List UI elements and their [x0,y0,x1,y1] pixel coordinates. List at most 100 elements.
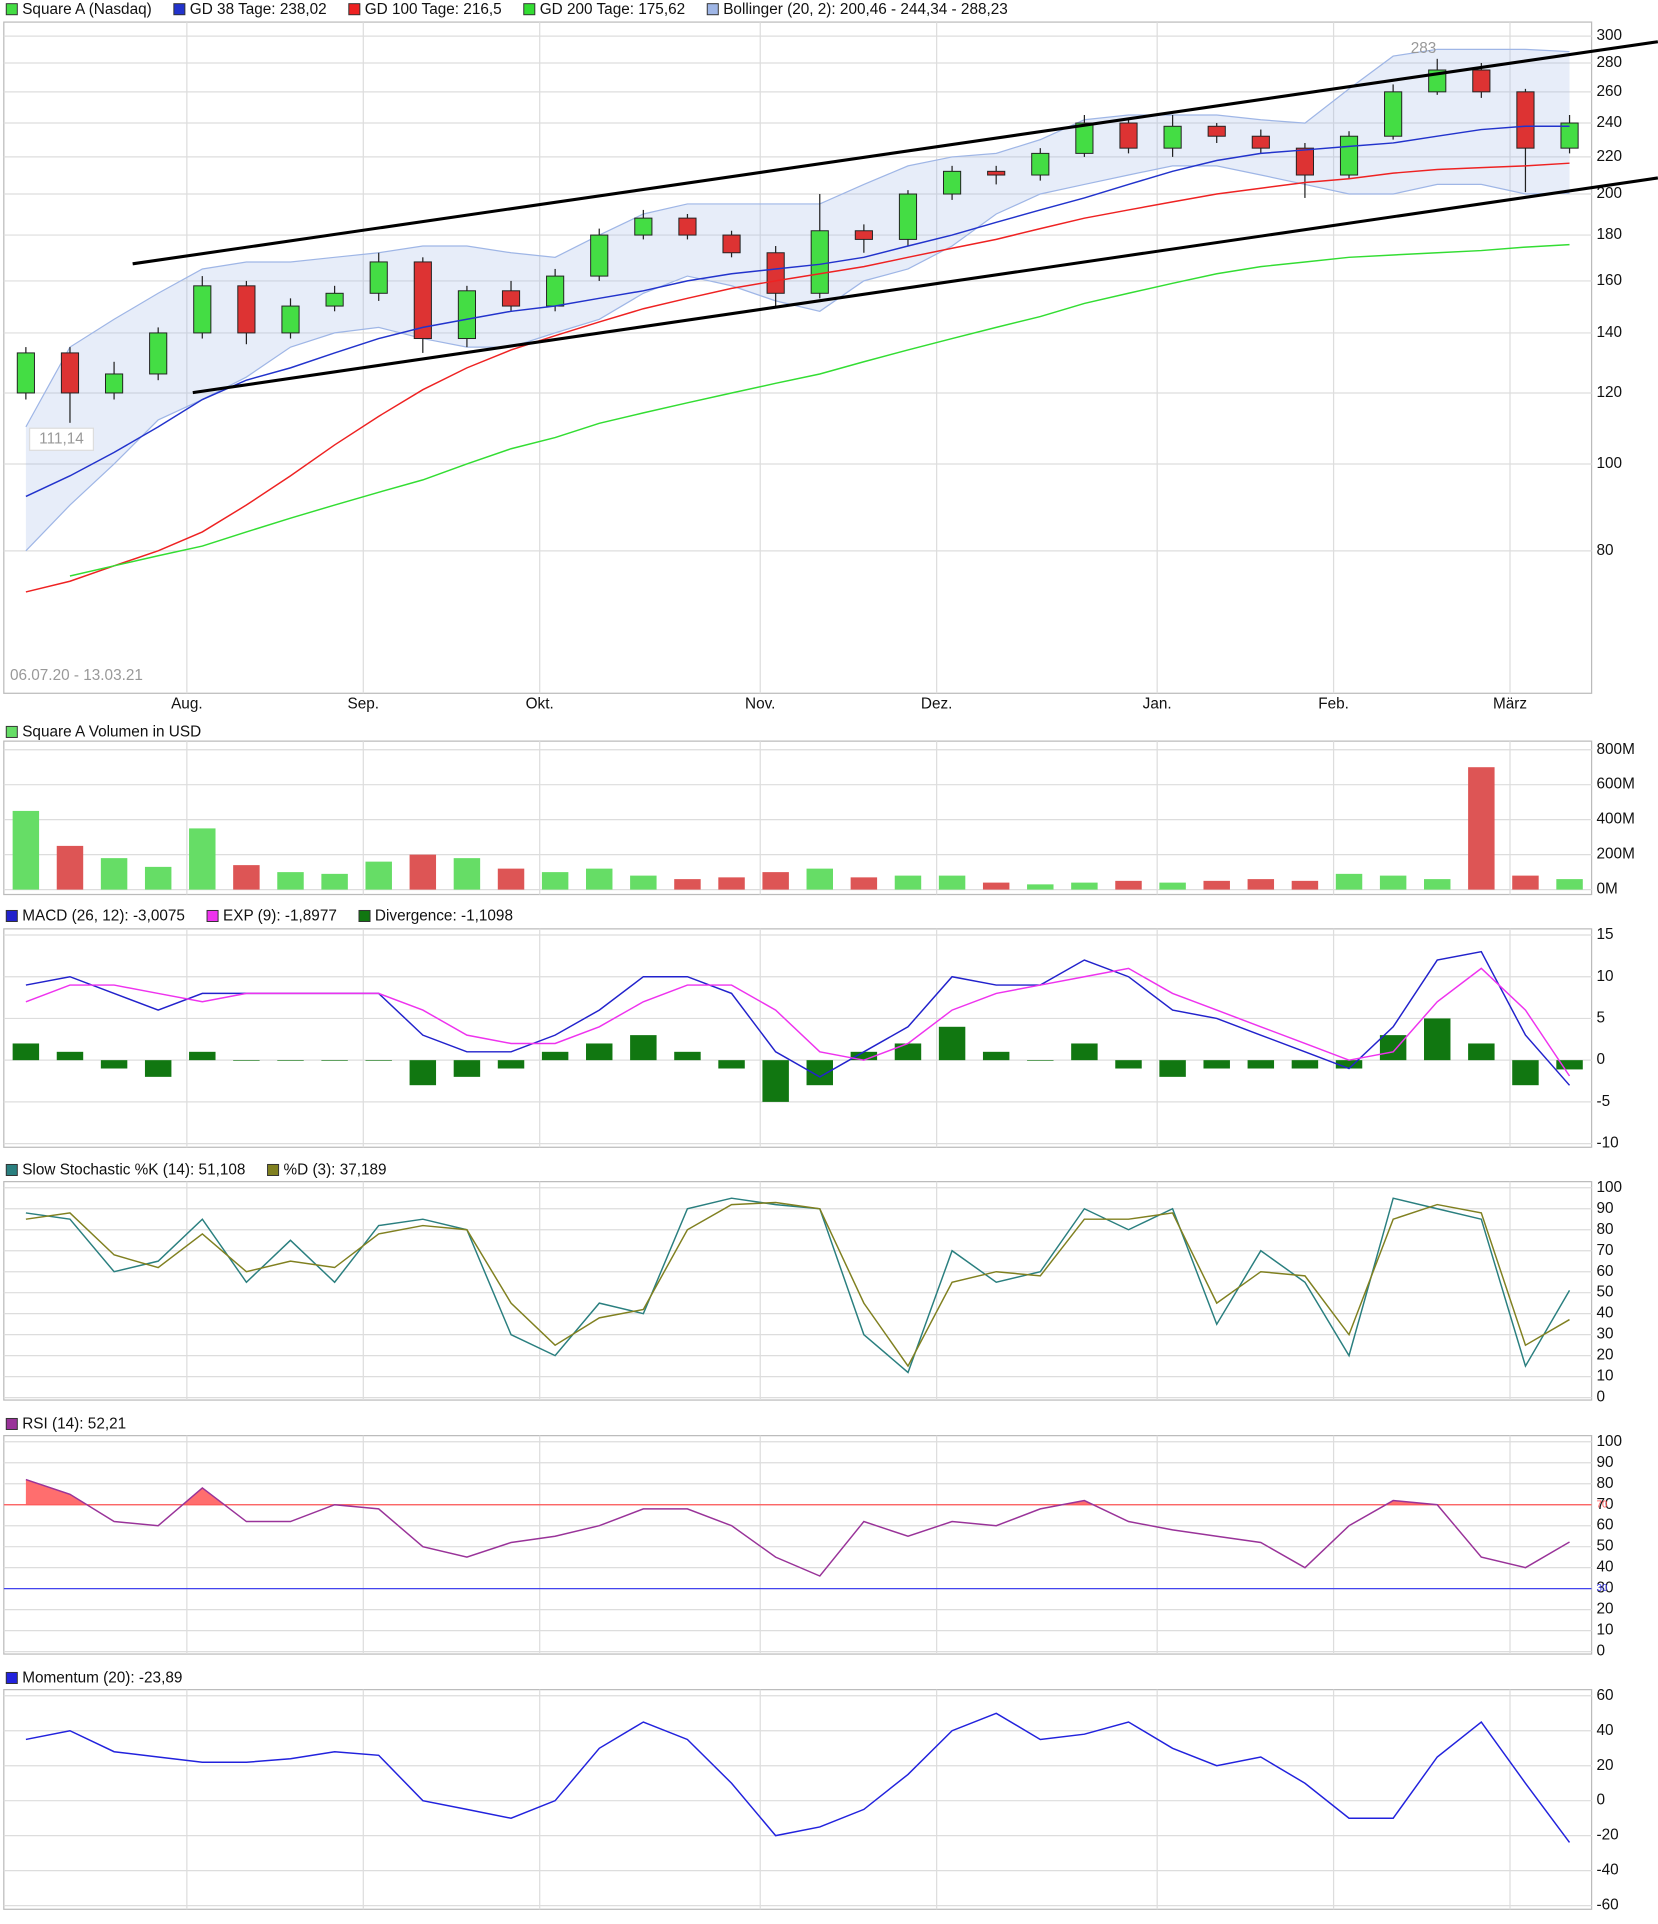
bar [1291,1060,1319,1069]
y-tick-label: 20 [1597,1757,1614,1774]
legend-label: %D (3): 37,189 [283,1162,386,1179]
candle-body [281,305,300,334]
candle-body [1075,122,1094,154]
plot-frame [3,21,1593,694]
bar [1512,875,1539,890]
x-tick-label: März [1493,695,1527,712]
bar [409,1060,437,1086]
y-tick-label: -40 [1597,1862,1619,1879]
bar [762,872,789,890]
y-tick-label: 80 [1597,542,1614,559]
y-tick-label: 260 [1597,83,1623,100]
bar [762,1060,789,1102]
candle-body [1295,147,1315,176]
bar [630,875,657,890]
y-tick-label: 50 [1597,1538,1614,1555]
candle-body [501,290,521,307]
bar [1115,1060,1142,1069]
y-tick-label: 30 [1597,1580,1614,1597]
legend-swatch [348,3,361,16]
bollinger-upper [25,48,1570,428]
bar [12,810,40,890]
legend-swatch [523,3,536,16]
y-tick-label: 70 [1597,1242,1614,1259]
x-tick-label: Feb. [1318,695,1349,712]
y-tick-label: 120 [1597,384,1623,401]
bar [233,1060,260,1061]
y-tick-label: 220 [1597,148,1623,165]
bar [1247,1060,1275,1069]
bar [1379,1035,1407,1061]
bar [1115,880,1142,890]
candle-body [1207,125,1226,137]
y-tick-label: 40 [1597,1559,1614,1576]
y-tick-label: 0 [1597,1051,1606,1068]
bar [56,1051,84,1061]
line [69,243,1570,577]
line [25,967,1571,1077]
candle-body [413,261,432,340]
y-tick-label: 280 [1597,54,1623,71]
y-tick-label: 100 [1597,1179,1623,1196]
legend-label: MACD (26, 12): -3,0075 [22,908,185,925]
bar [718,1060,745,1069]
bar [1556,879,1583,890]
line [25,1197,1571,1374]
bar [1071,1043,1098,1061]
bar [1512,1060,1539,1086]
bar [674,1051,701,1061]
y-tick-label: 10 [1597,1368,1614,1385]
annotation: 111,14 [39,430,84,447]
candle-body [1031,152,1050,176]
bar [1247,879,1275,890]
annotation: 283 [1411,40,1437,57]
bar [806,868,833,890]
legend-swatch [267,1163,280,1176]
line [25,1201,1570,1368]
y-tick-label: -10 [1597,1135,1619,1152]
bar [453,1060,481,1077]
y-tick-label: -60 [1597,1897,1619,1914]
y-tick-label: 90 [1597,1200,1614,1217]
candle-body [1472,69,1491,93]
candle-body [1384,91,1403,137]
bar [1071,882,1098,890]
plot-frame [3,928,1593,1148]
bar [497,868,525,890]
y-tick-label: 240 [1597,114,1623,131]
bar [894,875,922,890]
y-tick-label: 10 [1597,968,1614,985]
plot-frame [3,1181,1593,1401]
line [25,1478,1570,1577]
candle-body [237,285,256,334]
bar [586,1043,613,1061]
y-tick-label: 60 [1597,1263,1614,1280]
y-tick-label: 800M [1597,741,1635,758]
bar [938,1026,966,1061]
legend-swatch [5,1163,18,1176]
bar [56,845,84,890]
bar [144,1060,172,1077]
bar [277,872,304,890]
plot-frame [3,1435,1593,1655]
legend-swatch [5,909,18,922]
y-tick-label: 600M [1597,776,1635,793]
candle-body [678,217,697,236]
bar [1335,1060,1363,1069]
legend-label: EXP (9): -1,8977 [223,908,337,925]
bar [1027,884,1054,890]
bar [189,1051,216,1061]
plot-frame [3,1689,1593,1910]
line [25,1712,1571,1843]
legend-swatch [358,909,371,922]
bar [982,1051,1010,1061]
legend-label: Slow Stochastic %K (14): 51,108 [22,1162,245,1179]
y-tick-label: 40 [1597,1305,1614,1322]
x-tick-label: Nov. [745,695,775,712]
bar [1291,880,1319,890]
bar [1159,1060,1186,1077]
candle-body [1119,122,1138,149]
bar [850,1051,878,1061]
y-tick-label: 0 [1597,1792,1606,1809]
legend-swatch [5,725,18,738]
